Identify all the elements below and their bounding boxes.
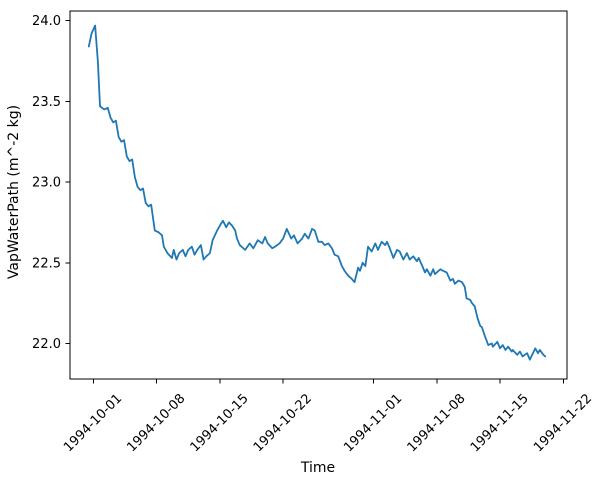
x-axis-label: Time [300,460,335,476]
x-tick-label: 1994-10-08 [124,391,188,455]
x-tick-label: 1994-11-01 [341,391,405,455]
y-tick-label: 22.0 [32,337,61,352]
x-tick-label: 1994-10-22 [251,391,315,455]
x-tick-label: 1994-10-15 [188,391,252,455]
x-axis-ticks: 1994-10-01 1994-10-08 1994-10-15 1994-10-22… [61,379,595,455]
x-tick-label: 1994-10-01 [61,391,125,455]
y-tick-label: 22.5 [32,256,61,271]
y-axis-label: VapWaterPath (m^-2 kg) [6,105,22,279]
y-tick-label: 24.0 [32,14,61,29]
y-tick-label: 23.5 [32,95,61,110]
x-tick-label: 1994-11-22 [531,391,595,455]
vapwaterpath-series-line [87,24,547,361]
y-tick-label: 23.0 [32,176,61,191]
plot-border [69,10,568,380]
y-axis-ticks: 22.0 22.5 23.0 23.5 24.0 [32,14,70,352]
data-series-group [87,24,547,361]
x-tick-label: 1994-11-15 [468,391,532,455]
x-tick-label: 1994-11-08 [405,391,469,455]
